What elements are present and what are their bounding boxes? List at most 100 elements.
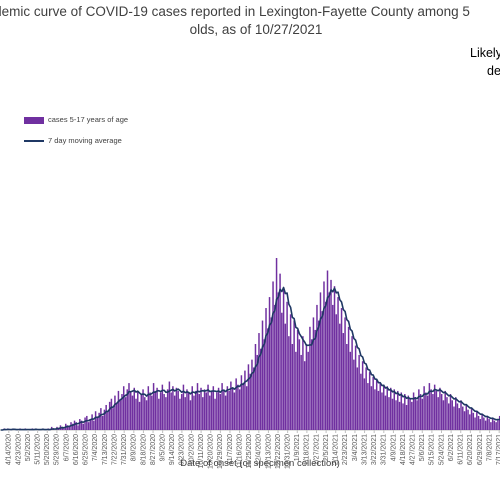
bar-cases-5-17 — [363, 378, 366, 430]
bar-cases-5-17 — [295, 351, 297, 430]
legend-entry-line: 7 day moving average — [24, 136, 122, 145]
bar-cases-5-17 — [131, 395, 134, 430]
bar-cases-5-17 — [94, 411, 97, 430]
bar-cases-5-17 — [270, 317, 273, 430]
bar-cases-5-17 — [367, 383, 369, 430]
bar-cases-5-17 — [247, 364, 250, 430]
bar-cases-5-17 — [391, 398, 394, 430]
bar-cases-5-17 — [382, 384, 385, 430]
bar-cases-5-17 — [430, 389, 432, 430]
x-tick-label: 7/8/2021 — [486, 434, 493, 461]
bar-cases-5-17 — [354, 345, 357, 430]
bar-cases-5-17 — [323, 281, 325, 430]
bar-cases-5-17 — [268, 297, 271, 430]
bar-cases-5-17 — [156, 387, 158, 430]
x-tick-label: 4/23/2020 — [15, 434, 22, 465]
bar-cases-5-17 — [180, 394, 183, 430]
bar-cases-5-17 — [261, 320, 264, 430]
bar-cases-5-17 — [210, 390, 213, 430]
bar-cases-5-17 — [321, 311, 323, 430]
bar-cases-5-17 — [302, 336, 304, 430]
bar-cases-5-17 — [282, 289, 285, 430]
bar-cases-5-17 — [224, 395, 227, 430]
legend-bar-swatch — [24, 116, 44, 124]
bar-cases-5-17 — [100, 408, 102, 430]
bar-cases-5-17 — [260, 348, 262, 430]
bar-cases-5-17 — [288, 336, 290, 430]
legend-line-label: 7 day moving average — [48, 136, 122, 145]
bar-cases-5-17 — [310, 339, 313, 430]
bar-cases-5-17 — [144, 397, 146, 430]
bar-cases-5-17 — [240, 375, 243, 430]
bar-cases-5-17 — [349, 351, 352, 430]
bar-cases-5-17 — [451, 400, 453, 430]
x-tick-label: 2/23/2021 — [342, 434, 349, 465]
bar-cases-5-17 — [117, 390, 120, 430]
bar-cases-5-17 — [244, 370, 246, 430]
bar-cases-5-17 — [368, 372, 371, 430]
bar-cases-5-17 — [284, 323, 287, 430]
bar-cases-5-17 — [421, 398, 424, 430]
bar-cases-5-17 — [344, 317, 346, 430]
bar-cases-5-17 — [312, 317, 315, 430]
bar-cases-5-17 — [221, 383, 223, 430]
annotation-line-1: Likely — [470, 46, 500, 60]
bar-cases-5-17 — [298, 339, 301, 430]
x-tick-label: 4/9/2021 — [390, 434, 397, 461]
bar-cases-5-17 — [435, 390, 438, 430]
bar-cases-5-17 — [407, 395, 410, 430]
bar-cases-5-17 — [242, 383, 244, 430]
bar-cases-5-17 — [184, 397, 186, 430]
moving-average-line — [0, 286, 500, 431]
x-tick-label: 5/11/2020 — [34, 434, 41, 465]
bar-cases-5-17 — [251, 359, 253, 430]
bar-cases-5-17 — [98, 412, 100, 430]
annotation-line-2: de — [487, 64, 500, 78]
bar-cases-5-17 — [61, 426, 63, 430]
bar-cases-5-17 — [326, 270, 329, 430]
chart-title-line-1: demic curve of COVID-19 cases reported i… — [0, 4, 470, 19]
bar-cases-5-17 — [314, 329, 316, 430]
x-tick-label: 7/22/2020 — [111, 434, 118, 465]
bar-cases-5-17 — [456, 403, 459, 430]
bar-cases-5-17 — [351, 336, 353, 430]
bar-cases-5-17 — [293, 320, 295, 430]
x-tick-label: 5/2/2020 — [25, 434, 32, 461]
bar-cases-5-17 — [462, 406, 464, 430]
bar-cases-5-17 — [379, 383, 381, 430]
bar-cases-5-17 — [235, 378, 237, 430]
bar-cases-5-17 — [305, 344, 308, 430]
bar-cases-5-17 — [458, 408, 460, 430]
bar-cases-5-17 — [493, 420, 496, 430]
bar-cases-5-17 — [124, 397, 127, 430]
bar-cases-5-17 — [428, 383, 431, 430]
x-tick-label: 5/20/2020 — [44, 434, 51, 465]
bar-cases-5-17 — [484, 420, 487, 430]
bar-cases-5-17 — [442, 400, 445, 430]
x-tick-label: 7/31/2020 — [121, 434, 128, 465]
x-tick-label: 6/29/2021 — [477, 434, 484, 465]
x-tick-label: 8/27/2020 — [150, 434, 157, 465]
bar-cases-5-17 — [175, 387, 178, 430]
bar-cases-5-17 — [361, 361, 364, 430]
bar-cases-5-17 — [289, 314, 292, 430]
bar-cases-5-17 — [137, 390, 139, 430]
x-tick-label: 12/13/2020 — [265, 434, 272, 469]
x-tick-label: 7/4/2020 — [92, 434, 99, 461]
bar-cases-5-17 — [495, 422, 497, 430]
bar-cases-5-17 — [397, 390, 399, 430]
bar-cases-5-17 — [145, 400, 148, 430]
bar-cases-5-17 — [446, 397, 448, 430]
bar-cases-5-17 — [337, 297, 339, 430]
bar-cases-5-17 — [490, 422, 492, 430]
x-tick-label: 11/7/2020 — [227, 434, 234, 465]
bar-cases-5-17 — [84, 417, 86, 430]
x-tick-label: 9/23/2020 — [179, 434, 186, 465]
bar-cases-5-17 — [196, 383, 199, 430]
x-tick-label: 5/15/2021 — [429, 434, 436, 465]
bar-cases-5-17 — [307, 351, 309, 430]
bar-cases-5-17 — [346, 344, 348, 430]
bar-cases-5-17 — [217, 387, 220, 430]
bar-cases-5-17 — [126, 389, 128, 430]
